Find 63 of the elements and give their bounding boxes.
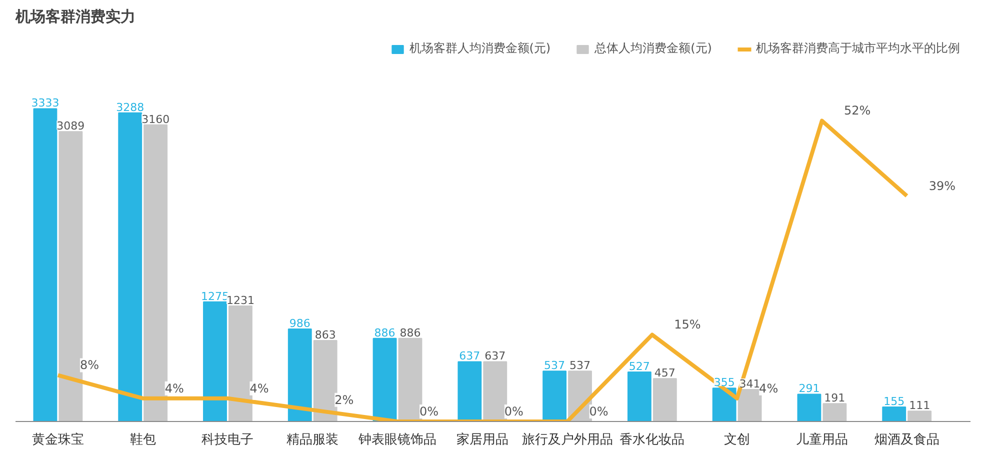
data-label: 0% <box>504 404 524 418</box>
x-tick-label: 家居用品 <box>456 432 508 448</box>
data-label: 3333 <box>31 96 60 110</box>
data-label: 0% <box>589 404 608 418</box>
data-label: 355 <box>714 376 735 390</box>
data-label: 527 <box>628 360 650 374</box>
bar <box>822 403 847 422</box>
bar <box>542 370 567 422</box>
x-tick-label: 鞋包 <box>130 432 156 448</box>
data-label: 4% <box>250 381 269 396</box>
data-label: 111 <box>909 399 930 412</box>
data-label: 886 <box>374 326 396 340</box>
bar <box>203 301 227 422</box>
data-label: 0% <box>420 404 439 418</box>
bar <box>627 372 652 422</box>
x-tick-label: 精品服装 <box>286 432 339 448</box>
bar <box>288 328 312 422</box>
bar <box>882 406 906 422</box>
bar <box>652 378 677 422</box>
data-label: 4% <box>759 381 778 396</box>
x-tick-label: 旅行及户外用品 <box>522 432 613 448</box>
x-tick-label: 钟表眼镜饰品 <box>358 432 436 448</box>
bar <box>372 338 397 422</box>
chart-title: 机场客群消费实力 <box>14 8 136 26</box>
bar <box>118 112 142 422</box>
x-tick-label: 香水化妆品 <box>620 432 685 448</box>
data-label: 1231 <box>226 294 254 307</box>
x-tick-label: 烟酒及食品 <box>874 432 940 448</box>
data-label: 863 <box>314 328 336 342</box>
bar <box>33 108 58 422</box>
data-label: 537 <box>570 359 591 372</box>
data-label: 3160 <box>142 112 170 126</box>
legend-label: 机场客群人均消费金额(元) <box>409 40 551 57</box>
data-label: 291 <box>798 382 820 396</box>
data-label: 537 <box>544 359 566 372</box>
data-label: 4% <box>164 381 184 396</box>
bar <box>797 394 822 422</box>
data-label: 341 <box>739 377 760 390</box>
data-label: 3288 <box>116 100 144 114</box>
data-label: 15% <box>674 318 701 332</box>
data-label: 39% <box>928 178 956 193</box>
data-label: 191 <box>824 392 846 405</box>
bar <box>712 388 736 422</box>
data-label: 2% <box>334 392 354 407</box>
data-label: 637 <box>484 350 506 363</box>
x-tick-label: 文创 <box>724 432 750 448</box>
legend-label: 机场客群消费高于城市平均水平的比例 <box>756 40 960 57</box>
data-label: 155 <box>884 394 905 408</box>
bar <box>458 361 482 422</box>
x-tick-label: 儿童用品 <box>796 432 848 448</box>
bar <box>313 340 338 422</box>
data-label: 637 <box>459 350 480 363</box>
data-label: 3089 <box>56 120 85 133</box>
data-label: 886 <box>400 326 421 340</box>
data-label: 52% <box>844 104 871 118</box>
x-tick-label: 黄金珠宝 <box>32 432 84 448</box>
data-label: 457 <box>654 366 676 380</box>
data-label: 1275 <box>200 290 229 303</box>
legend-label: 总体人均消费金额(元) <box>594 40 712 57</box>
data-label: 8% <box>80 358 99 372</box>
data-label: 986 <box>289 316 310 330</box>
x-tick-label: 科技电子 <box>202 432 254 448</box>
bar <box>908 410 932 422</box>
